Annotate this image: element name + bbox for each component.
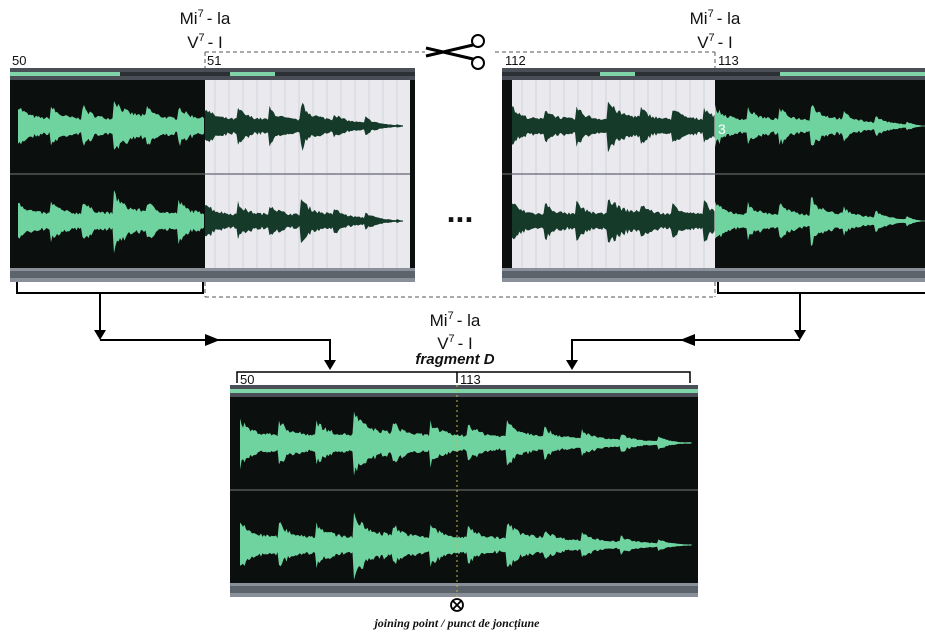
chord-sup: 7 — [709, 32, 715, 44]
ruler-segment — [10, 72, 120, 76]
time-strip-inner — [230, 586, 698, 593]
chord-line: V7- I — [437, 333, 473, 353]
chord-sup: 7 — [708, 8, 714, 20]
marker-number: 3 — [718, 121, 726, 137]
measure-number: 112 — [505, 53, 526, 68]
chord-rest: - I — [718, 33, 733, 52]
chord-rest: - la — [717, 9, 741, 28]
track-end — [410, 80, 415, 268]
measure-number: 113 — [460, 372, 481, 387]
chord-line: Mi7- la — [180, 8, 231, 28]
chord-line: V7- I — [187, 32, 223, 52]
chord-root: V — [697, 33, 709, 52]
measure-number: 50 — [12, 53, 26, 68]
ruler-segment — [600, 72, 635, 76]
chord-sup: 7 — [449, 333, 455, 345]
diagram: 3 Mi7- la V7- I Mi7- la V7- I Mi7- la V7… — [0, 0, 925, 635]
joining-label: joining point / punct de joncțiune — [372, 616, 540, 631]
chord-root: Mi — [180, 9, 198, 28]
chord-root: Mi — [430, 311, 448, 330]
fragment-title: fragment D — [415, 351, 494, 368]
chord-rest: - la — [207, 9, 231, 28]
chord-sup: 7 — [198, 8, 204, 20]
join-icon — [451, 599, 463, 611]
chord-line: Mi7- la — [430, 310, 481, 330]
panels: 3 — [10, 68, 925, 597]
chord-rest: - la — [457, 311, 481, 330]
scissors-icon — [426, 35, 484, 69]
ruler-segment — [780, 72, 925, 76]
ruler-segment — [230, 72, 275, 76]
measure-number: 51 — [207, 53, 221, 68]
chord-root: Mi — [690, 9, 708, 28]
chord-sup: 7 — [199, 32, 205, 44]
ellipsis: ... — [447, 193, 474, 229]
time-strip-inner — [10, 271, 415, 278]
time-strip-inner — [502, 271, 925, 278]
measure-number: 50 — [240, 372, 254, 387]
chord-rest: - I — [208, 33, 223, 52]
chord-root: V — [187, 33, 199, 52]
chord-sup: 7 — [448, 310, 454, 322]
chord-line: V7- I — [697, 32, 733, 52]
ruler-segment — [230, 389, 698, 393]
measure-number: 113 — [718, 53, 739, 68]
chord-line: Mi7- la — [690, 8, 741, 28]
